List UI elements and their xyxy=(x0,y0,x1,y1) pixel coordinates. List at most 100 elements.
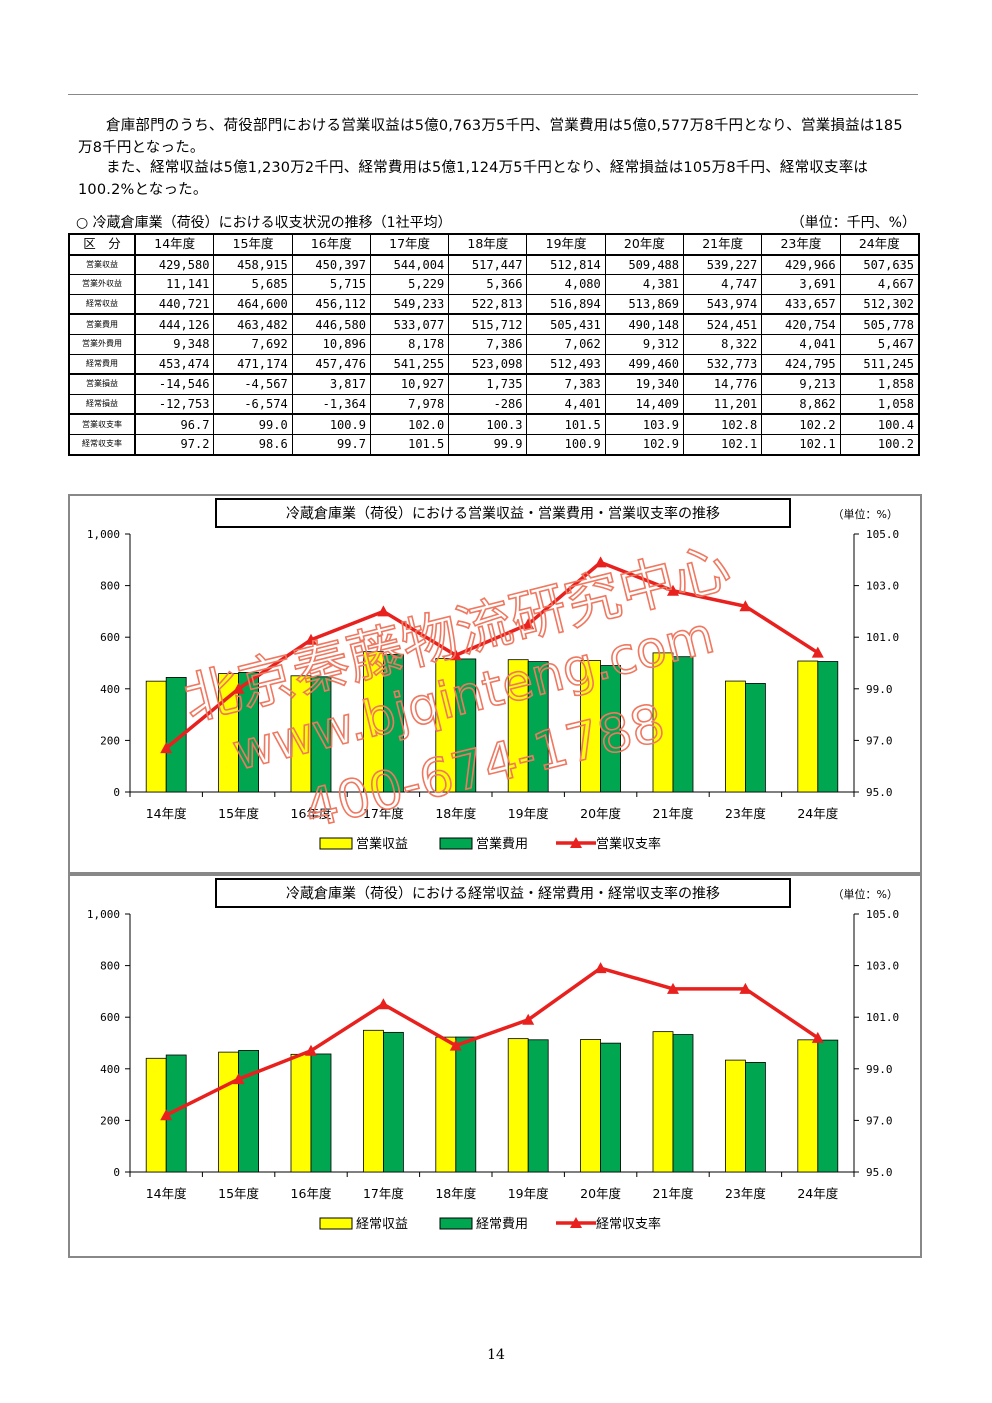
table-row-label: 経常収支率 xyxy=(68,433,136,456)
table-cell: 544,004 xyxy=(369,254,450,276)
table-year-header: 21年度 xyxy=(683,233,763,256)
table-row: 営業外収益 11,141 5,685 5,715 5,229 5,366 4,080 4,38… xyxy=(68,274,920,295)
table-cell: 429,966 xyxy=(761,254,841,276)
table-cell: 5,467 xyxy=(839,333,920,355)
table-cell: 7,062 xyxy=(526,333,606,355)
y-tick-label: 200 xyxy=(100,734,120,747)
legend-label: 営業収支率 xyxy=(596,836,661,852)
table-cell: 7,386 xyxy=(448,333,528,355)
table-cell: 543,974 xyxy=(683,293,763,316)
table-cell: 101.5 xyxy=(526,413,606,435)
table-cell: 99.7 xyxy=(291,433,371,456)
table-cell: 100.4 xyxy=(839,413,920,435)
table-cell: 102.1 xyxy=(761,433,841,456)
table-cell: 100.2 xyxy=(839,433,920,456)
table-cell: 97.2 xyxy=(134,433,215,456)
bar-1-7 xyxy=(672,1034,694,1173)
table-row: 営業損益 -14,546 -4,567 3,817 10,927 1,735 7,383 19… xyxy=(68,373,920,395)
table-cell: 457,476 xyxy=(291,353,371,376)
table-year-header: 23年度 xyxy=(761,233,841,256)
table-cell: 102.1 xyxy=(683,433,763,456)
bar-1-1 xyxy=(238,1050,260,1173)
bar-0-6 xyxy=(580,1039,602,1173)
table-cell: 102.8 xyxy=(683,413,763,435)
table-cell: 522,813 xyxy=(448,293,528,316)
rate-point-2-0 xyxy=(160,1109,173,1121)
table-row: 営業費用 444,126 463,482 446,580 533,077 515,712 5… xyxy=(68,313,920,335)
table-cell: 1,735 xyxy=(448,373,528,395)
bar-0-6 xyxy=(580,660,602,793)
table-cell: 440,721 xyxy=(134,293,215,316)
paragraph-2: また、経常収益は5億1,230万2千円、経常費用は5億1,124万5千円となり、… xyxy=(78,157,908,201)
y2-tick-label: 97.0 xyxy=(866,1114,893,1127)
table-cell: 14,409 xyxy=(604,393,685,416)
legend-swatch xyxy=(439,837,473,850)
page-number: 14 xyxy=(487,1347,505,1363)
table-caption: ○ 冷蔵倉庫業（荷役）における収支状況の推移（1社平均） xyxy=(76,215,452,231)
table-cell: 7,692 xyxy=(213,333,293,355)
bar-1-4 xyxy=(455,1036,477,1173)
table-cell: 444,126 xyxy=(134,313,215,335)
bar-0-1 xyxy=(218,1051,240,1173)
rate-point-2-5 xyxy=(522,618,535,630)
bar-1-4 xyxy=(455,658,477,793)
table-year-header: 15年度 xyxy=(213,233,293,256)
table-year-header: 19年度 xyxy=(526,233,606,256)
rate-point-2-4 xyxy=(449,1039,462,1051)
table-cell: 464,600 xyxy=(213,293,293,316)
table-cell: 9,213 xyxy=(761,373,841,395)
bar-0-8 xyxy=(725,1059,746,1173)
table-header-row: 区 分 14年度 15年度 16年度 17年度 18年度 19年度 20年度 21年度 23年度… xyxy=(68,233,920,256)
table-cell: 4,381 xyxy=(604,274,685,295)
y-tick-label: 600 xyxy=(100,631,120,644)
bar-1-2 xyxy=(310,1053,332,1173)
table-cell: 5,229 xyxy=(369,274,450,295)
x-tick-label: 16年度 xyxy=(291,1186,332,1201)
y-tick-label: 400 xyxy=(100,683,120,696)
table-row-label: 営業収益 xyxy=(68,254,136,276)
rate-point-2-1 xyxy=(232,1073,245,1085)
table-cell: 532,773 xyxy=(683,353,763,376)
bar-0-0 xyxy=(145,680,167,793)
table-cell: 8,178 xyxy=(369,333,450,355)
bar-0-9 xyxy=(797,1039,819,1173)
table-cell: 458,915 xyxy=(213,254,293,276)
x-tick-label: 14年度 xyxy=(146,806,187,821)
bar-1-2 xyxy=(310,676,332,793)
table-cell: 9,348 xyxy=(134,333,215,355)
table-cell: 490,148 xyxy=(604,313,685,335)
table-cell: 5,715 xyxy=(291,274,371,295)
table-year-header: 18年度 xyxy=(448,233,528,256)
table-year-header: 24年度 xyxy=(839,233,920,256)
table-cell: 102.9 xyxy=(604,433,685,456)
table-cell: 11,141 xyxy=(134,274,215,295)
x-tick-label: 14年度 xyxy=(146,1186,187,1201)
table-cell: 511,245 xyxy=(839,353,920,376)
legend-label: 経常収支率 xyxy=(596,1216,661,1232)
table-cell: 533,077 xyxy=(369,313,450,335)
header-rule xyxy=(68,94,918,95)
table-cell: 98.6 xyxy=(213,433,293,456)
table-cell: 9,312 xyxy=(604,333,685,355)
bar-1-6 xyxy=(600,1042,621,1173)
y-tick-label: 400 xyxy=(100,1063,120,1076)
table-cell: 541,255 xyxy=(369,353,450,376)
table-cell: 3,817 xyxy=(291,373,371,395)
rate-line xyxy=(165,966,819,1117)
chart-title-box xyxy=(215,498,791,528)
legend-label: 経常費用 xyxy=(476,1217,528,1232)
y-tick-label: 1,000 xyxy=(87,908,120,921)
chart-unit: （単位：%） xyxy=(833,507,898,521)
bar-1-6 xyxy=(600,665,621,793)
table-cell: 512,302 xyxy=(839,293,920,316)
table-cell: 8,862 xyxy=(761,393,841,416)
rate-point-2-7 xyxy=(667,584,679,596)
table-row-label: 営業外収益 xyxy=(68,274,136,295)
chart-title: 冷蔵倉庫業（荷役）における営業収益・営業費用・営業収支率の推移 xyxy=(286,505,720,522)
table-corner: 区 分 xyxy=(68,233,136,256)
rate-point-2-5 xyxy=(522,1013,535,1025)
table-cell: 1,058 xyxy=(839,393,920,416)
y2-tick-label: 101.0 xyxy=(866,631,899,644)
legend-marker xyxy=(570,1217,582,1228)
x-tick-label: 17年度 xyxy=(363,806,404,821)
